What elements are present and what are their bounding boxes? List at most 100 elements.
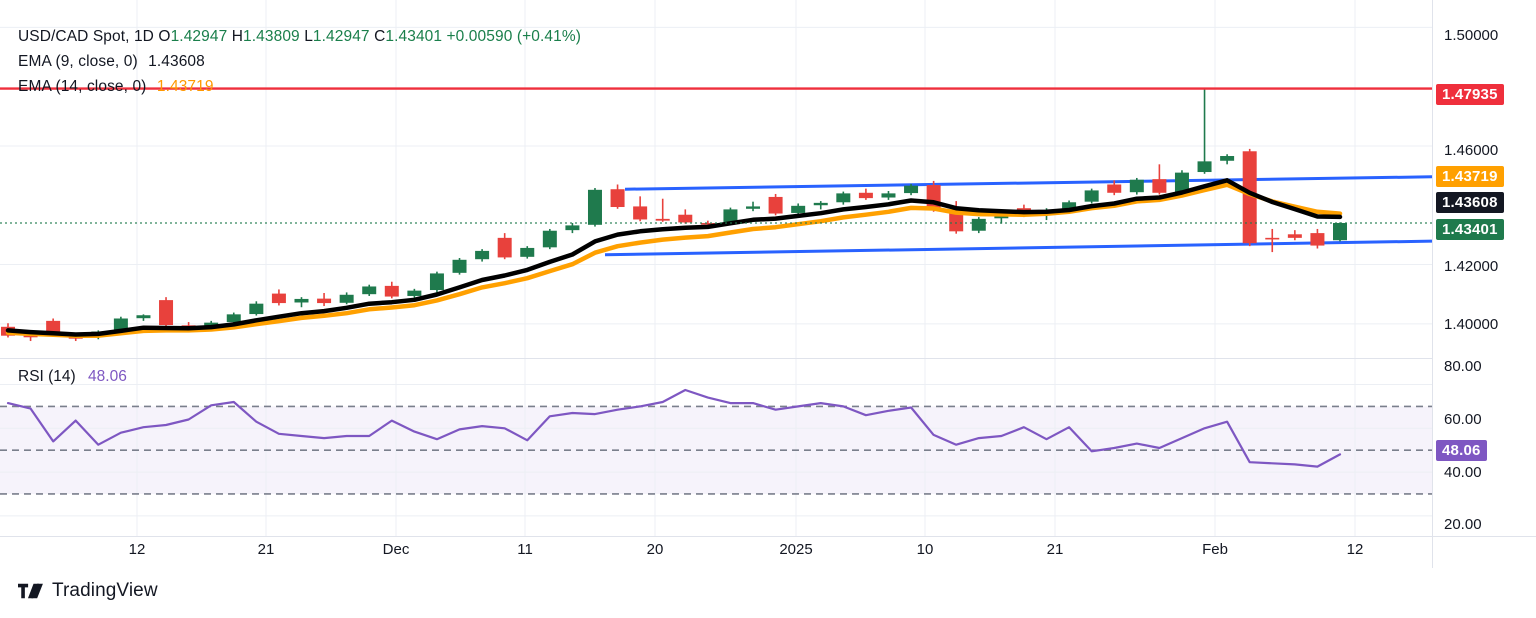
candle-body[interactable] bbox=[610, 189, 625, 208]
time-axis-divider bbox=[0, 536, 1536, 537]
candle-body[interactable] bbox=[23, 335, 38, 338]
ema14-badge[interactable]: 1.43719 bbox=[1436, 166, 1504, 187]
price-change-percent: (+0.41%) bbox=[516, 28, 581, 45]
candle-body[interactable] bbox=[542, 230, 557, 248]
price-axis-tick: 1.50000 bbox=[1444, 27, 1499, 44]
tradingview-logo[interactable]: TradingView bbox=[18, 580, 158, 602]
time-axis-tick: Dec bbox=[382, 541, 410, 558]
rsi-axis-tick: 80.00 bbox=[1444, 358, 1482, 375]
candle-body[interactable] bbox=[587, 189, 602, 225]
price-pane[interactable] bbox=[0, 0, 1432, 358]
rsi-axis-tick: 60.00 bbox=[1444, 411, 1482, 428]
symbol-title[interactable]: USD/CAD Spot, 1D bbox=[18, 28, 154, 45]
candle-body[interactable] bbox=[1265, 237, 1280, 240]
ema9-label: EMA (9, close, 0) bbox=[18, 53, 138, 70]
tradingview-wordmark: TradingView bbox=[52, 580, 158, 601]
candle-body[interactable] bbox=[159, 300, 174, 326]
candle-body[interactable] bbox=[1310, 233, 1325, 246]
legend-row-symbol[interactable]: USD/CAD Spot, 1D O1.42947 H1.43809 L1.42… bbox=[18, 24, 581, 49]
channel-upper[interactable] bbox=[624, 175, 1432, 191]
candle-body[interactable] bbox=[294, 298, 309, 303]
candle-body[interactable] bbox=[339, 294, 354, 303]
candle-body[interactable] bbox=[452, 259, 467, 273]
time-axis-tick: 11 bbox=[517, 541, 533, 558]
legend-row-ema14[interactable]: EMA (14, close, 0) 1.43719 bbox=[18, 74, 581, 99]
ohlc-o-label: O bbox=[158, 28, 171, 45]
candle-body[interactable] bbox=[881, 193, 896, 198]
ohlc-open-value: 1.42947 bbox=[170, 28, 228, 45]
candle-body[interactable] bbox=[768, 196, 783, 214]
candle-body[interactable] bbox=[429, 273, 444, 291]
rsi-value-badge[interactable]: 48.06 bbox=[1436, 440, 1487, 461]
candle-body[interactable] bbox=[384, 285, 399, 297]
candle-body[interactable] bbox=[813, 202, 828, 206]
candle-body[interactable] bbox=[1197, 161, 1212, 173]
candle-body[interactable] bbox=[136, 315, 151, 319]
candle-body[interactable] bbox=[836, 193, 851, 203]
time-axis-tick: 12 bbox=[1346, 541, 1364, 558]
price-axis-tick: 1.40000 bbox=[1444, 316, 1499, 333]
rsi-value: 48.06 bbox=[88, 368, 127, 385]
candlestick-series bbox=[1, 88, 1347, 342]
channel-lower[interactable] bbox=[604, 239, 1432, 257]
price-change-value: +0.00590 bbox=[446, 28, 513, 45]
resistance-badge[interactable]: 1.47935 bbox=[1436, 84, 1504, 105]
candle-body[interactable] bbox=[362, 286, 377, 295]
candle-body[interactable] bbox=[1152, 179, 1167, 193]
tradingview-mark-icon bbox=[18, 583, 43, 599]
legend-row-ema9[interactable]: EMA (9, close, 0) 1.43608 bbox=[18, 49, 581, 74]
candle-body[interactable] bbox=[746, 206, 761, 209]
candle-body[interactable] bbox=[700, 223, 715, 225]
candle-body[interactable] bbox=[1129, 179, 1144, 193]
candle-body[interactable] bbox=[1242, 151, 1257, 244]
candle-body[interactable] bbox=[904, 185, 919, 194]
rsi-legend[interactable]: RSI (14) 48.06 bbox=[18, 368, 127, 386]
ema9-badge[interactable]: 1.43608 bbox=[1436, 192, 1504, 213]
rsi-label: RSI (14) bbox=[18, 368, 76, 385]
ema14-value: 1.43719 bbox=[156, 78, 214, 95]
last-price-badge[interactable]: 1.43401 bbox=[1436, 219, 1504, 240]
candle-body[interactable] bbox=[678, 214, 693, 223]
candle-body[interactable] bbox=[271, 293, 286, 304]
candle-body[interactable] bbox=[475, 250, 490, 260]
candle-body[interactable] bbox=[1107, 184, 1122, 193]
pane-divider bbox=[0, 358, 1432, 359]
time-axis-tick: 12 bbox=[128, 541, 146, 558]
rsi-line[interactable] bbox=[6, 388, 1342, 468]
candle-body[interactable] bbox=[858, 192, 873, 199]
candle-body[interactable] bbox=[723, 209, 738, 224]
candle-body[interactable] bbox=[520, 247, 535, 257]
candle-body[interactable] bbox=[633, 206, 648, 220]
candle-body[interactable] bbox=[655, 218, 670, 221]
candle-body[interactable] bbox=[1084, 190, 1099, 202]
candle-body[interactable] bbox=[407, 290, 422, 296]
candle-body[interactable] bbox=[317, 298, 332, 304]
candle-body[interactable] bbox=[1220, 156, 1235, 161]
ema14-line[interactable] bbox=[5, 182, 1343, 338]
ema9-line[interactable] bbox=[5, 178, 1343, 337]
candle-body[interactable] bbox=[249, 303, 264, 315]
rsi-axis-tick: 40.00 bbox=[1444, 464, 1482, 481]
chart-legend: USD/CAD Spot, 1D O1.42947 H1.43809 L1.42… bbox=[18, 24, 581, 99]
candle-body[interactable] bbox=[1333, 222, 1347, 241]
candle-body[interactable] bbox=[226, 314, 241, 323]
time-axis-tick: 21 bbox=[257, 541, 275, 558]
rsi-pane[interactable] bbox=[0, 359, 1432, 536]
time-axis-tick: 10 bbox=[916, 541, 934, 558]
ohlc-low-value: 1.42947 bbox=[312, 28, 370, 45]
time-axis-tick: Feb bbox=[1202, 541, 1228, 558]
candle-body[interactable] bbox=[971, 218, 986, 231]
candle-body[interactable] bbox=[113, 318, 128, 331]
candle-body[interactable] bbox=[1174, 172, 1189, 193]
candle-body[interactable] bbox=[497, 237, 512, 258]
candle-body[interactable] bbox=[791, 205, 806, 213]
ohlc-c-label: C bbox=[374, 28, 386, 45]
candle-body[interactable] bbox=[1062, 202, 1077, 210]
candle-body[interactable] bbox=[1287, 234, 1302, 238]
time-axis-tick: 20 bbox=[646, 541, 664, 558]
ema9-value: 1.43608 bbox=[148, 53, 205, 70]
price-axis-tick: 1.46000 bbox=[1444, 142, 1499, 159]
price-axis-tick: 1.42000 bbox=[1444, 258, 1499, 275]
candle-body[interactable] bbox=[565, 225, 580, 231]
